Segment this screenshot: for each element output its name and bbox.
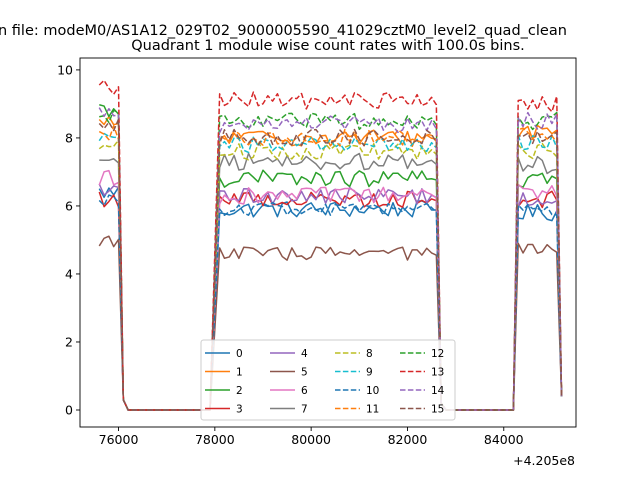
legend-item-3: 3 xyxy=(205,404,243,416)
legend-item-14: 14 xyxy=(400,385,445,397)
legend-box xyxy=(200,339,456,421)
legend-label: 0 xyxy=(236,348,243,360)
legend-item-10: 10 xyxy=(335,385,379,397)
legend-label: 10 xyxy=(366,385,379,397)
legend-label: 13 xyxy=(431,367,444,379)
legend-label: 3 xyxy=(236,404,243,416)
legend-item-4: 4 xyxy=(270,348,308,360)
legend-label: 1 xyxy=(236,367,243,379)
legend-item-5: 5 xyxy=(270,367,308,379)
legend-label: 7 xyxy=(301,404,308,416)
y-tick-label: 4 xyxy=(65,266,73,281)
legend-label: 2 xyxy=(236,385,243,397)
x-tick-label: 84000 xyxy=(484,432,524,447)
y-tick-label: 10 xyxy=(57,62,73,77)
legend-item-12: 12 xyxy=(400,348,444,360)
x-offset-label: +4.205e8 xyxy=(513,453,575,468)
x-tick-label: 76000 xyxy=(99,432,139,447)
legend-item-0: 0 xyxy=(205,348,243,360)
legend-item-7: 7 xyxy=(270,404,308,416)
legend-item-13: 13 xyxy=(400,367,444,379)
y-axis: 0 2 4 6 8 10 xyxy=(57,62,80,417)
legend-label: 4 xyxy=(301,348,308,360)
legend-item-8: 8 xyxy=(335,348,373,360)
y-tick-label: 0 xyxy=(65,402,73,417)
y-tick-label: 8 xyxy=(65,130,73,145)
legend-label: 6 xyxy=(301,385,308,397)
legend-label: 9 xyxy=(366,367,373,379)
y-tick-label: 2 xyxy=(65,334,73,349)
legend-label: 8 xyxy=(366,348,373,360)
legend-label: 15 xyxy=(431,404,444,416)
x-tick-label: 78000 xyxy=(195,432,235,447)
legend-item-1: 1 xyxy=(205,367,243,379)
legend-item-9: 9 xyxy=(335,367,373,379)
x-tick-label: 82000 xyxy=(388,432,428,447)
legend-item-6: 6 xyxy=(270,385,308,397)
legend-label: 14 xyxy=(431,385,445,397)
y-tick-label: 6 xyxy=(65,198,73,213)
chart-title: Quadrant 1 module wise count rates with … xyxy=(131,38,525,54)
legend-label: 5 xyxy=(301,367,308,379)
figure-suptitle: n file: modeM0/AS1A12_029T02_9000005590_… xyxy=(0,23,567,39)
legend-label: 11 xyxy=(366,404,379,416)
x-tick-label: 80000 xyxy=(291,432,331,447)
series-line-9 xyxy=(98,132,563,411)
x-axis: 76000 78000 80000 82000 84000 xyxy=(99,427,524,447)
legend-item-11: 11 xyxy=(335,404,379,416)
legend-label: 12 xyxy=(431,348,444,360)
axes-frame xyxy=(79,57,577,428)
legend-item-15: 15 xyxy=(400,404,444,416)
legend-item-2: 2 xyxy=(205,385,243,397)
